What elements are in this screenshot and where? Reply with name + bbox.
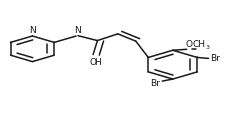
Text: H: H [95,58,101,67]
Text: Br: Br [210,54,220,63]
Text: O: O [186,40,193,49]
Text: 3: 3 [205,45,209,50]
Text: Br: Br [150,79,160,88]
Text: N: N [74,26,80,35]
Text: CH: CH [193,40,206,49]
Text: N: N [29,26,36,35]
Text: O: O [89,58,96,67]
